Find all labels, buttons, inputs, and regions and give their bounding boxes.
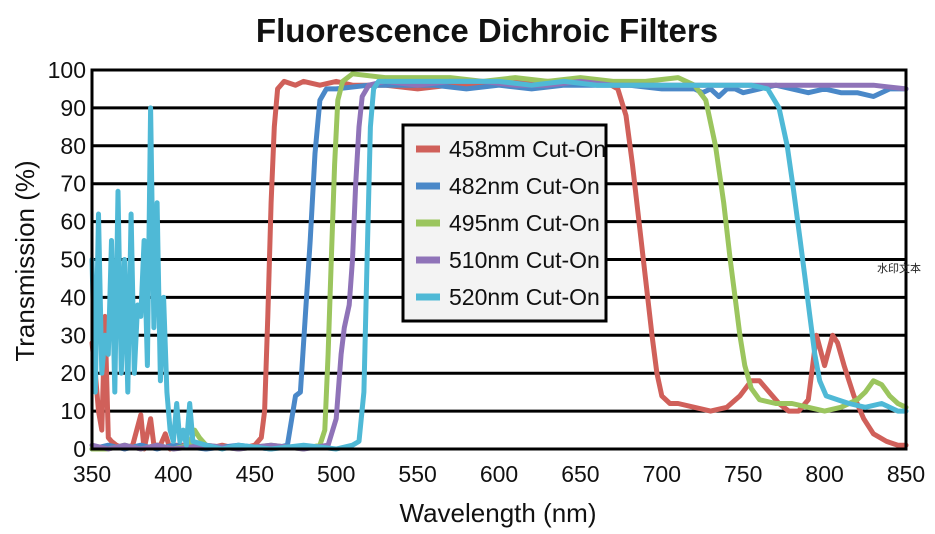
watermark-text: 水印文本 bbox=[877, 261, 921, 275]
x-tick-label-500: 500 bbox=[317, 461, 355, 487]
chart-title: Fluorescence Dichroic Filters bbox=[256, 12, 718, 49]
y-axis-label: Transmission (%) bbox=[10, 160, 40, 361]
x-tick-label-800: 800 bbox=[805, 461, 843, 487]
x-tick-label-350: 350 bbox=[73, 461, 111, 487]
x-tick-label-550: 550 bbox=[398, 461, 436, 487]
x-tick-label-850: 850 bbox=[887, 461, 925, 487]
y-tick-label-70: 70 bbox=[60, 171, 86, 197]
y-tick-label-0: 0 bbox=[73, 436, 86, 462]
legend-label-3: 495nm Cut-On bbox=[449, 210, 600, 236]
x-tick-label-700: 700 bbox=[643, 461, 681, 487]
x-tick-label-450: 450 bbox=[236, 461, 274, 487]
legend: 458mm Cut-On 482nm Cut-On 495nm Cut-On 510n… bbox=[401, 123, 608, 323]
y-tick-label-20: 20 bbox=[60, 360, 86, 386]
y-tick-label-60: 60 bbox=[60, 209, 86, 235]
legend-label-2: 482nm Cut-On bbox=[449, 173, 600, 199]
legend-label-4: 510nm Cut-On bbox=[449, 247, 600, 273]
series-line-5 bbox=[89, 78, 909, 452]
legend-label-5: 520nm Cut-On bbox=[449, 284, 600, 310]
y-tick-label-10: 10 bbox=[60, 398, 86, 424]
y-tick-label-30: 30 bbox=[60, 322, 86, 348]
x-tick-label-400: 400 bbox=[154, 461, 192, 487]
y-tick-label-90: 90 bbox=[60, 95, 86, 121]
y-tick-label-50: 50 bbox=[60, 247, 86, 273]
plot-frame bbox=[90, 68, 908, 451]
series-lines bbox=[89, 71, 909, 452]
legend-label-1: 458mm Cut-On bbox=[449, 136, 606, 162]
y-tick-labels: 0 10 20 30 40 50 60 70 80 90 100 bbox=[48, 57, 86, 462]
y-tick-label-80: 80 bbox=[60, 133, 86, 159]
y-tick-label-100: 100 bbox=[48, 57, 86, 83]
x-tick-labels: 350 400 450 500 550 600 650 700 750 800 850 bbox=[73, 461, 925, 487]
x-tick-label-600: 600 bbox=[480, 461, 518, 487]
x-tick-label-650: 650 bbox=[561, 461, 599, 487]
x-tick-label-750: 750 bbox=[724, 461, 762, 487]
y-tick-label-40: 40 bbox=[60, 284, 86, 310]
x-axis-label: Wavelength (nm) bbox=[400, 498, 597, 528]
